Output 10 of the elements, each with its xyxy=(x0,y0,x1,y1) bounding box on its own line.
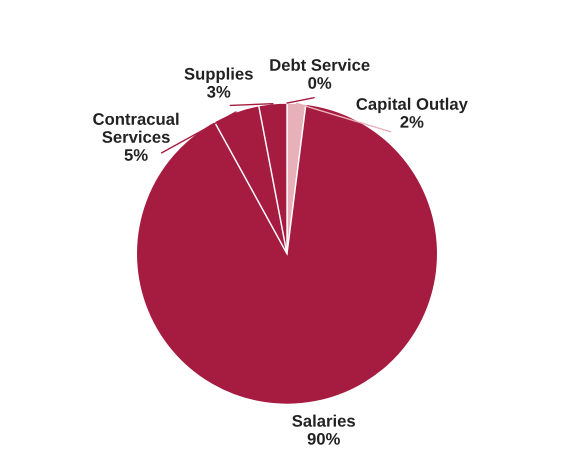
slice-label: Supplies xyxy=(184,67,253,84)
data-label: 3% xyxy=(207,86,230,98)
data-label: 5% xyxy=(124,149,148,161)
category-label: Debt Service xyxy=(270,58,370,71)
slice-label: Capital Outlay xyxy=(356,98,468,114)
data-label: 90% xyxy=(308,432,340,445)
slice-label: Salaries xyxy=(292,414,355,427)
data-label: 2% xyxy=(400,116,424,128)
text: 0% xyxy=(308,77,332,89)
slice-label: Contracual Services xyxy=(93,112,178,143)
